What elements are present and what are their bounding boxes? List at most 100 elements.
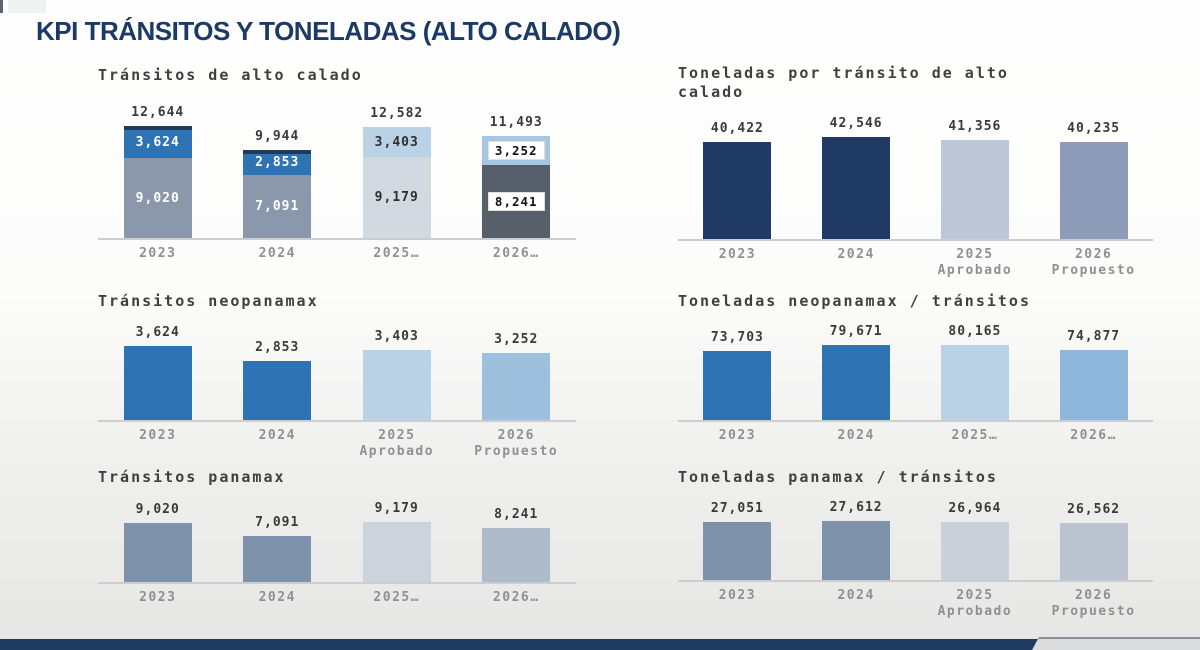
bar bbox=[362, 522, 431, 582]
bar: 3,252 8,241 bbox=[482, 136, 551, 238]
bar-column: 8,241 bbox=[457, 494, 577, 582]
bar-cap bbox=[123, 126, 192, 130]
bar bbox=[822, 137, 891, 239]
chart-5: Tránsitos panamax 9,020 7,091 9,179 8,241 202… bbox=[98, 468, 576, 606]
bar: 3,624 9,020 bbox=[123, 126, 192, 238]
value-label: 2,853 bbox=[255, 340, 300, 355]
category-label: 2024 bbox=[797, 247, 916, 279]
chart-6: Toneladas panamax / tránsitos 27,051 27,61… bbox=[678, 468, 1153, 620]
chart-title-line: Tránsitos de alto calado bbox=[98, 66, 363, 84]
chart-title-line: Toneladas por tránsito de alto bbox=[678, 64, 1009, 82]
bar bbox=[822, 521, 891, 580]
category-label-line: 2023 bbox=[139, 246, 177, 261]
value-label: 42,546 bbox=[829, 116, 883, 131]
bar-column: 2,853 bbox=[218, 318, 338, 420]
category-label: 2024 bbox=[797, 588, 916, 620]
value-label: 40,422 bbox=[710, 121, 764, 136]
bar-column: 26,562 bbox=[1034, 494, 1153, 580]
category-label-line: 2026… bbox=[1070, 428, 1117, 443]
bar-segment-neopanamax: 3,624 bbox=[123, 126, 192, 159]
chart-title-line: calado bbox=[678, 83, 745, 101]
category-label-line: Propuesto bbox=[1051, 263, 1136, 278]
category-label-line: 2025 bbox=[956, 247, 994, 262]
category-label: 2025 Aprobado bbox=[337, 428, 457, 460]
segment-label: 9,179 bbox=[374, 190, 419, 205]
category-label-line: 2026… bbox=[492, 246, 540, 261]
bar-segment-panamax: 8,241 bbox=[482, 164, 551, 238]
segment-label: 2,853 bbox=[255, 155, 300, 171]
segment-label: 3,403 bbox=[374, 134, 419, 150]
category-label-line: 2025… bbox=[951, 428, 999, 443]
x-axis-labels: 2023 2024 2025 Aprobado 2026 Propuesto bbox=[98, 428, 576, 460]
value-label: 7,091 bbox=[255, 515, 300, 530]
bar bbox=[482, 528, 551, 582]
bar bbox=[1059, 523, 1128, 580]
bar-segment-panamax: 7,091 bbox=[243, 175, 312, 238]
category-label-line: 2025 bbox=[956, 588, 994, 603]
value-label: 80,165 bbox=[948, 324, 1002, 339]
bar bbox=[940, 522, 1009, 580]
chart-title-line: Tránsitos neopanamax bbox=[98, 292, 319, 310]
segment-label: 7,091 bbox=[255, 199, 300, 215]
bar-column: 9,020 bbox=[98, 494, 218, 582]
page-title: KPI TRÁNSITOS Y TONELADAS (ALTO CALADO) bbox=[36, 16, 621, 46]
bar bbox=[1059, 142, 1128, 239]
plot-area: 27,051 27,612 26,964 26,562 bbox=[678, 494, 1153, 582]
value-label: 74,877 bbox=[1067, 329, 1121, 344]
bar-segment-neopanamax: 2,853 bbox=[243, 150, 312, 176]
x-axis-labels: 2023 2024 2025… 2026… bbox=[98, 590, 576, 606]
value-label: 27,612 bbox=[829, 500, 883, 515]
value-label: 12,644 bbox=[131, 105, 185, 120]
bar-column: 74,877 bbox=[1034, 318, 1153, 420]
category-label-line: 2026 bbox=[1074, 588, 1113, 603]
chart-title-line: Toneladas panamax / tránsitos bbox=[678, 468, 998, 486]
bar bbox=[703, 351, 772, 420]
x-axis-labels: 2023 2024 2025 Aprobado 2026 Propuesto bbox=[678, 247, 1153, 279]
x-axis-labels: 2023 2024 2025 Aprobado 2026 Propuesto bbox=[678, 588, 1153, 620]
bar-column: 27,612 bbox=[797, 494, 916, 580]
category-label: 2023 bbox=[98, 428, 218, 460]
bar-segment-neopanamax: 3,252 bbox=[482, 136, 551, 165]
bar-column: 11,493 3,252 8,241 bbox=[457, 92, 577, 238]
category-label-line: 2024 bbox=[837, 588, 875, 603]
bar bbox=[123, 523, 192, 582]
plot-area: 9,020 7,091 9,179 8,241 bbox=[98, 494, 576, 584]
category-label: 2023 bbox=[98, 246, 218, 262]
value-label: 9,944 bbox=[255, 129, 300, 144]
chart-title: Toneladas por tránsito de alto calado bbox=[678, 64, 1153, 102]
bar-column: 40,422 bbox=[678, 109, 797, 239]
chart-1: Tránsitos de alto calado 12,644 3,624 9,020… bbox=[98, 66, 576, 262]
value-label: 73,703 bbox=[710, 330, 764, 345]
category-label-line: 2025… bbox=[373, 590, 421, 605]
bar-column: 3,403 bbox=[337, 318, 457, 420]
category-label-line: Aprobado bbox=[359, 444, 435, 459]
category-label: 2023 bbox=[678, 247, 797, 279]
bar-column: 27,051 bbox=[678, 494, 797, 580]
value-label: 41,356 bbox=[948, 119, 1002, 134]
value-label: 3,624 bbox=[135, 325, 180, 340]
category-label: 2024 bbox=[218, 246, 338, 262]
chart-title-line: Tránsitos panamax bbox=[98, 468, 286, 486]
bar bbox=[940, 345, 1009, 420]
value-label: 26,562 bbox=[1067, 502, 1121, 517]
value-label: 3,403 bbox=[374, 329, 419, 344]
bar-column: 42,546 bbox=[797, 109, 916, 239]
category-label: 2023 bbox=[98, 590, 218, 606]
bar-segment-panamax: 9,179 bbox=[362, 157, 431, 238]
bar-segment-neopanamax: 3,403 bbox=[362, 127, 431, 158]
bar-segment-panamax: 9,020 bbox=[123, 158, 192, 238]
category-label: 2024 bbox=[797, 428, 916, 444]
bar bbox=[703, 142, 772, 239]
category-label: 2024 bbox=[218, 590, 338, 606]
category-label-line: 2026 bbox=[497, 428, 535, 443]
chart-2: Toneladas por tránsito de alto calado 40,4… bbox=[678, 64, 1153, 279]
value-label: 27,051 bbox=[710, 501, 764, 516]
value-label: 26,964 bbox=[948, 501, 1002, 516]
value-label: 12,582 bbox=[370, 106, 424, 121]
bar-column: 12,644 3,624 9,020 bbox=[98, 92, 218, 238]
category-label-line: Aprobado bbox=[937, 604, 1013, 619]
category-label-line: Aprobado bbox=[937, 263, 1013, 278]
category-label-line: 2024 bbox=[258, 428, 296, 443]
value-label: 9,179 bbox=[374, 501, 419, 516]
